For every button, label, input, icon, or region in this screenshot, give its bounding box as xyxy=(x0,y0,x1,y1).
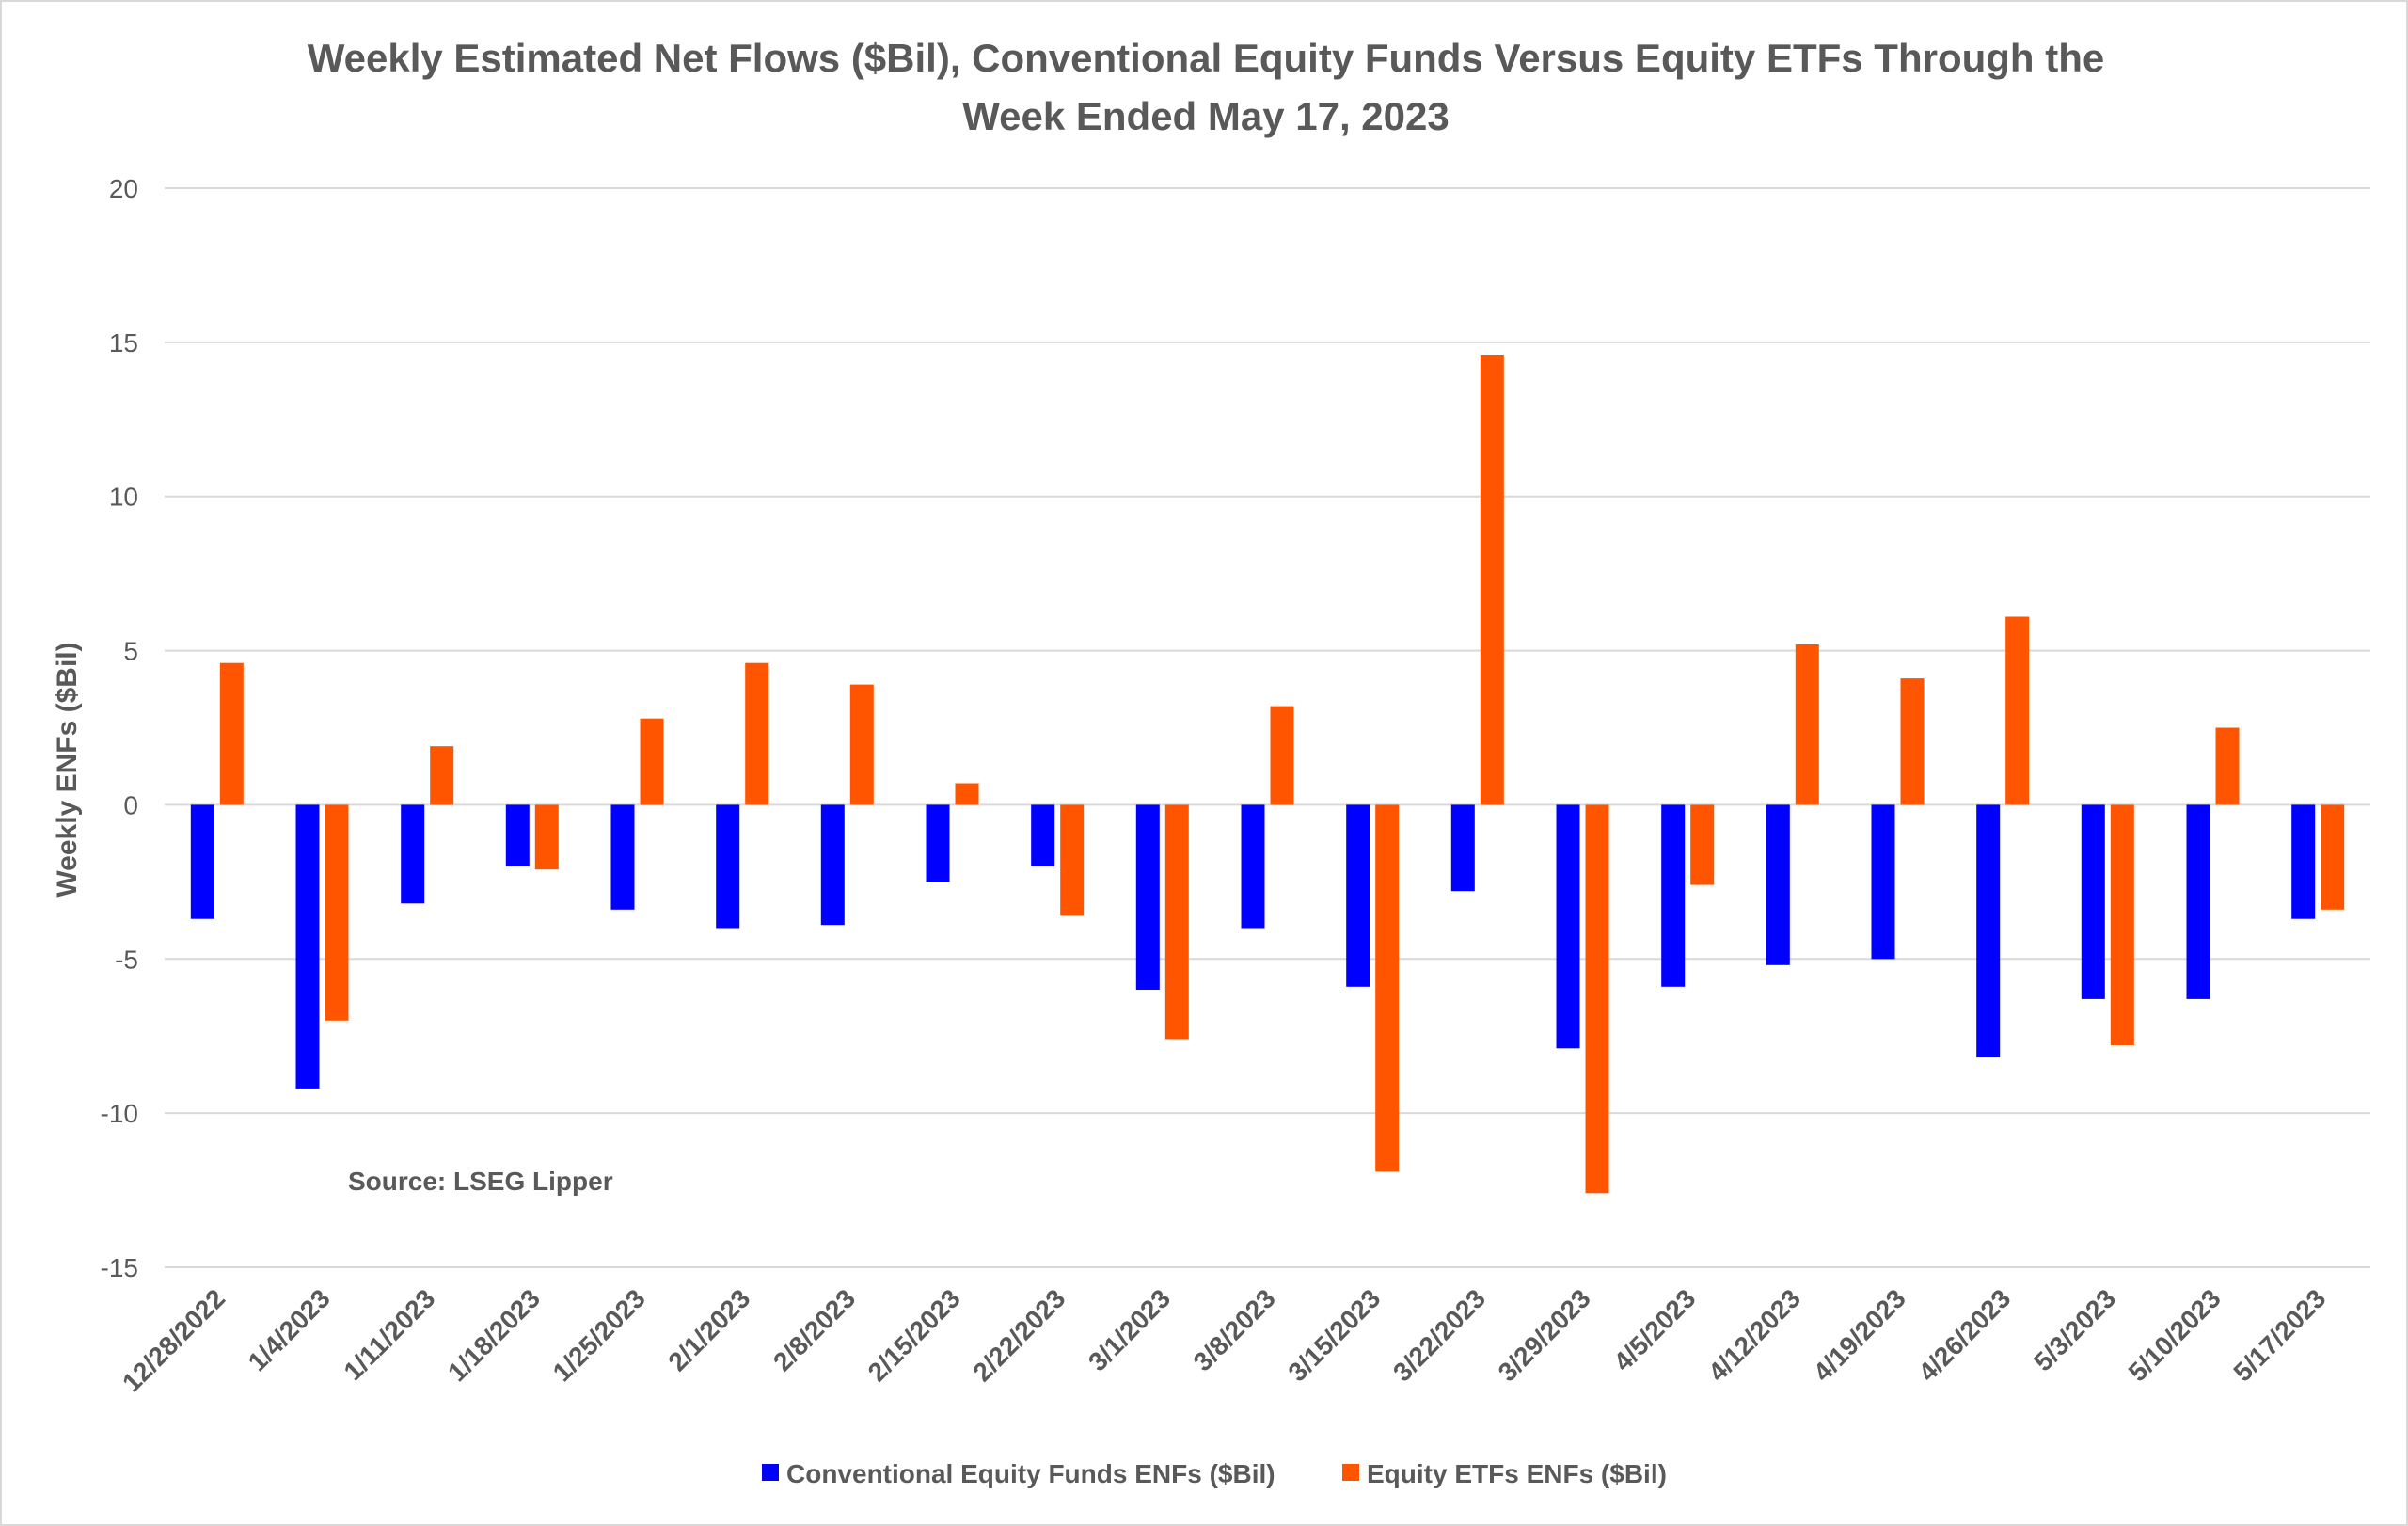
bar-conventional-equity-funds xyxy=(1450,804,1475,892)
bar-conventional-equity-funds xyxy=(1766,804,1790,965)
legend-label-conventional-equity-funds: Conventional Equity Funds ENFs ($Bil) xyxy=(786,1459,1275,1488)
bar-conventional-equity-funds xyxy=(820,804,845,926)
x-tick-label: 4/12/2023 xyxy=(1703,1283,1806,1387)
x-tick-label: 3/1/2023 xyxy=(1083,1283,1176,1376)
bar-equity-etfs xyxy=(2215,727,2240,805)
bar-conventional-equity-funds xyxy=(1661,804,1686,987)
bar-conventional-equity-funds xyxy=(1241,804,1265,929)
x-tick-label: 3/8/2023 xyxy=(1188,1283,1281,1376)
gridlines xyxy=(165,187,2370,1268)
bar-equity-etfs xyxy=(534,804,559,870)
x-tick-label: 4/5/2023 xyxy=(1608,1283,1701,1376)
bar-conventional-equity-funds xyxy=(1976,804,2001,1058)
bar-equity-etfs xyxy=(1900,678,1925,805)
bar-conventional-equity-funds xyxy=(1031,804,1055,866)
x-tick-label: 4/26/2023 xyxy=(1912,1283,2016,1387)
y-tick-label: 15 xyxy=(109,328,138,358)
bar-equity-etfs xyxy=(1375,804,1400,1172)
chart-title-line-1: Weekly Estimated Net Flows ($Bil), Conve… xyxy=(308,36,2105,80)
legend-label-equity-etfs: Equity ETFs ENFs ($Bil) xyxy=(1367,1459,1667,1488)
bar-conventional-equity-funds xyxy=(1346,804,1370,987)
bar-equity-etfs xyxy=(1690,804,1715,885)
bar-conventional-equity-funds xyxy=(1135,804,1160,990)
bar-conventional-equity-funds xyxy=(716,804,740,929)
bar-equity-etfs xyxy=(1480,355,1504,805)
bar-equity-etfs xyxy=(2110,804,2134,1045)
y-tick-label: -15 xyxy=(101,1253,138,1282)
bar-conventional-equity-funds xyxy=(190,804,214,919)
legend-swatch-equity-etfs xyxy=(1342,1464,1359,1481)
bar-equity-etfs xyxy=(849,684,874,805)
legend-swatch-conventional-equity-funds xyxy=(762,1464,779,1481)
x-tick-label: 12/28/2022 xyxy=(117,1283,230,1397)
bar-equity-etfs xyxy=(2005,616,2030,805)
bar-conventional-equity-funds xyxy=(505,804,530,866)
y-tick-label: -10 xyxy=(101,1099,138,1128)
bar-conventional-equity-funds xyxy=(1871,804,1895,960)
x-tick-label: 1/25/2023 xyxy=(547,1283,651,1387)
x-tick-label: 4/19/2023 xyxy=(1808,1283,1911,1387)
bar-equity-etfs xyxy=(640,718,664,805)
bar-equity-etfs xyxy=(219,662,244,805)
bar-equity-etfs xyxy=(1164,804,1189,1040)
y-tick-label: -5 xyxy=(115,945,138,974)
y-tick-label: 0 xyxy=(123,790,138,819)
bar-conventional-equity-funds xyxy=(926,804,950,882)
x-tick-label: 5/3/2023 xyxy=(2028,1283,2121,1376)
x-axis-ticks: 12/28/2022 1/4/2023 1/11/2023 1/18/2023 1/25… xyxy=(117,1283,2331,1397)
y-axis-title: Weekly ENFs ($Bil) xyxy=(52,642,83,897)
bar-conventional-equity-funds xyxy=(610,804,635,910)
bar-equity-etfs xyxy=(1585,804,1609,1194)
y-tick-label: 10 xyxy=(109,483,138,512)
x-tick-label: 5/17/2023 xyxy=(2227,1283,2331,1387)
x-tick-label: 2/15/2023 xyxy=(863,1283,966,1387)
x-tick-label: 2/8/2023 xyxy=(768,1283,861,1376)
bar-equity-etfs xyxy=(745,662,769,805)
x-tick-label: 1/18/2023 xyxy=(442,1283,546,1387)
bar-conventional-equity-funds xyxy=(2081,804,2105,999)
y-tick-label: 20 xyxy=(109,174,138,203)
x-tick-label: 2/22/2023 xyxy=(967,1283,1070,1387)
x-tick-label: 2/1/2023 xyxy=(662,1283,755,1376)
bar-conventional-equity-funds xyxy=(295,804,320,1089)
x-tick-label: 3/15/2023 xyxy=(1282,1283,1386,1387)
bar-equity-etfs xyxy=(325,804,349,1021)
bar-conventional-equity-funds xyxy=(1556,804,1580,1049)
source-annotation: Source: LSEG Lipper xyxy=(348,1167,613,1196)
bar-equity-etfs xyxy=(1060,804,1085,916)
bar-equity-etfs xyxy=(430,746,454,805)
bar-equity-etfs xyxy=(1270,706,1294,805)
x-tick-label: 1/4/2023 xyxy=(243,1283,336,1376)
bar-conventional-equity-funds xyxy=(2291,804,2316,919)
chart-title-line-2: Week Ended May 17, 2023 xyxy=(962,94,1450,138)
bar-conventional-equity-funds xyxy=(2186,804,2210,999)
y-tick-label: 5 xyxy=(123,637,138,666)
bar-conventional-equity-funds xyxy=(401,804,425,904)
x-tick-label: 3/22/2023 xyxy=(1387,1283,1491,1387)
legend: Conventional Equity Funds ENFs ($Bil) Eq… xyxy=(762,1459,1667,1488)
bar-equity-etfs xyxy=(955,783,979,805)
bar-equity-etfs xyxy=(2321,804,2345,910)
x-tick-label: 1/11/2023 xyxy=(338,1283,440,1386)
x-tick-label: 3/29/2023 xyxy=(1493,1283,1596,1387)
bar-equity-etfs xyxy=(1795,644,1819,805)
x-tick-label: 5/10/2023 xyxy=(2123,1283,2226,1387)
y-axis-ticks: -15 -10 -5 0 5 10 15 20 xyxy=(101,174,138,1282)
bars xyxy=(190,355,2345,1194)
